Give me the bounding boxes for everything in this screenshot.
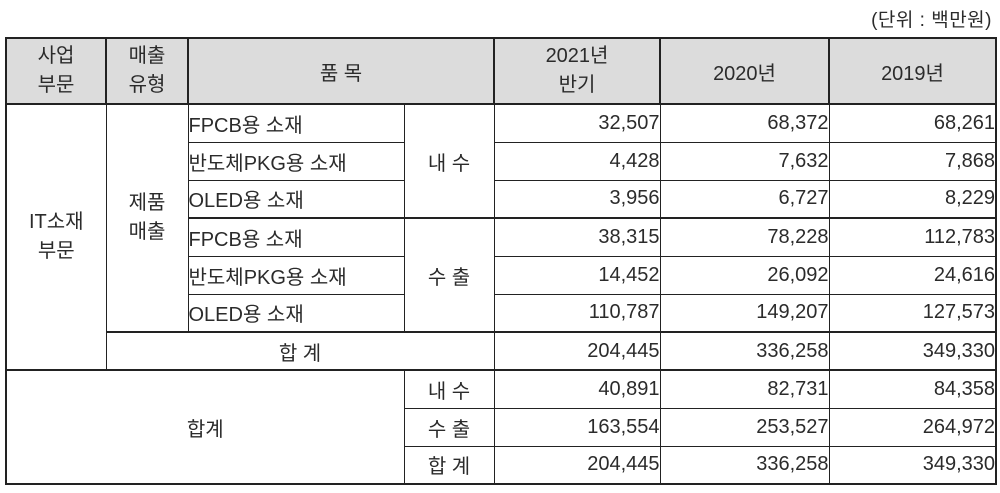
sales-type-cell: 제품 매출	[105, 103, 189, 333]
value-2020-cell: 149,207	[659, 293, 830, 333]
value-2020-cell: 253,527	[659, 407, 830, 447]
item-cell: 반도체PKG용 소재	[187, 255, 405, 295]
value-2019-cell: 68,261	[828, 103, 997, 143]
item-cell: 반도체PKG용 소재	[187, 141, 405, 181]
channel-cell: 내 수	[403, 369, 495, 409]
table-row-domestic-oled: OLED용 소재 3,956 6,727 8,229	[6, 179, 997, 219]
col-header-item: 품 목	[186, 37, 496, 105]
channel-cell: 합 계	[403, 445, 495, 485]
col-header-sales-type: 매출 유형	[105, 37, 189, 105]
value-2019-cell: 127,573	[828, 293, 997, 333]
value-2019-cell: 7,868	[828, 141, 997, 181]
value-2019-cell: 264,972	[828, 407, 997, 447]
table-row-export-oled: OLED용 소재 110,787 149,207 127,573	[6, 293, 997, 333]
item-cell: FPCB용 소재	[187, 217, 405, 257]
value-2020-cell: 26,092	[659, 255, 830, 295]
value-2021-cell: 3,956	[493, 179, 661, 219]
table-row-total-export: 수 출 163,554 253,527 264,972	[6, 407, 997, 447]
value-2019-cell: 84,358	[828, 369, 997, 409]
division-cell: IT소재 부문	[5, 103, 107, 371]
table-row-export-pkg: 반도체PKG용 소재 14,452 26,092 24,616	[6, 255, 997, 295]
value-2020-cell: 78,228	[659, 217, 830, 257]
value-2020-cell: 68,372	[659, 103, 830, 143]
value-2019-cell: 24,616	[828, 255, 997, 295]
item-cell: OLED용 소재	[187, 179, 405, 219]
table-row-it-subtotal: 합 계 204,445 336,258 349,330	[6, 331, 997, 371]
value-2020-cell: 6,727	[659, 179, 830, 219]
value-2020-cell: 336,258	[659, 445, 830, 485]
col-header-2019: 2019년	[828, 37, 998, 105]
subtotal-label-cell: 합 계	[105, 331, 495, 371]
value-2020-cell: 82,731	[659, 369, 830, 409]
table-row-domestic-fpcb: IT소재 부문 제품 매출 FPCB용 소재 내 수 32,507 68,372…	[5, 103, 997, 371]
col-header-2020: 2020년	[659, 37, 831, 105]
value-2021-cell: 38,315	[493, 217, 661, 257]
value-2019-cell: 349,330	[828, 445, 997, 485]
revenue-table: 사업 부문 매출 유형 품 목 2021년 반기 2020년 2019년 IT소…	[5, 37, 998, 485]
value-2020-cell: 336,258	[659, 331, 830, 371]
channel-cell: 수 출	[403, 407, 495, 447]
table-row-total-domestic: 합계 내 수 40,891 82,731 84,358	[5, 369, 997, 485]
value-2021-cell: 14,452	[493, 255, 661, 295]
table-row-export-fpcb: FPCB용 소재 수 출 38,315 78,228 112,783	[6, 217, 997, 333]
col-header-business-division: 사업 부문	[5, 37, 107, 105]
value-2021-cell: 4,428	[493, 141, 661, 181]
value-2020-cell: 7,632	[659, 141, 830, 181]
value-2019-cell: 112,783	[828, 217, 997, 257]
header-row: 사업 부문 매출 유형 품 목 2021년 반기 2020년 2019년	[5, 37, 998, 105]
table-row-domestic-pkg: 반도체PKG용 소재 4,428 7,632 7,868	[6, 141, 997, 181]
value-2021-cell: 32,507	[493, 103, 661, 143]
value-2021-cell: 204,445	[493, 331, 661, 371]
value-2021-cell: 110,787	[493, 293, 661, 333]
value-2019-cell: 349,330	[828, 331, 997, 371]
value-2019-cell: 8,229	[828, 179, 997, 219]
grand-total-label-cell: 합계	[5, 369, 405, 485]
value-2021-cell: 163,554	[493, 407, 661, 447]
item-cell: OLED용 소재	[187, 293, 405, 333]
value-2021-cell: 204,445	[493, 445, 661, 485]
channel-export-cell: 수 출	[403, 217, 495, 333]
value-2021-cell: 40,891	[493, 369, 661, 409]
unit-label: (단위 : 백만원)	[871, 10, 992, 31]
col-header-2021-half: 2021년 반기	[493, 37, 662, 105]
channel-domestic-cell: 내 수	[403, 103, 495, 219]
table-row-total-sum: 합 계 204,445 336,258 349,330	[6, 445, 997, 485]
item-cell: FPCB용 소재	[187, 103, 405, 143]
